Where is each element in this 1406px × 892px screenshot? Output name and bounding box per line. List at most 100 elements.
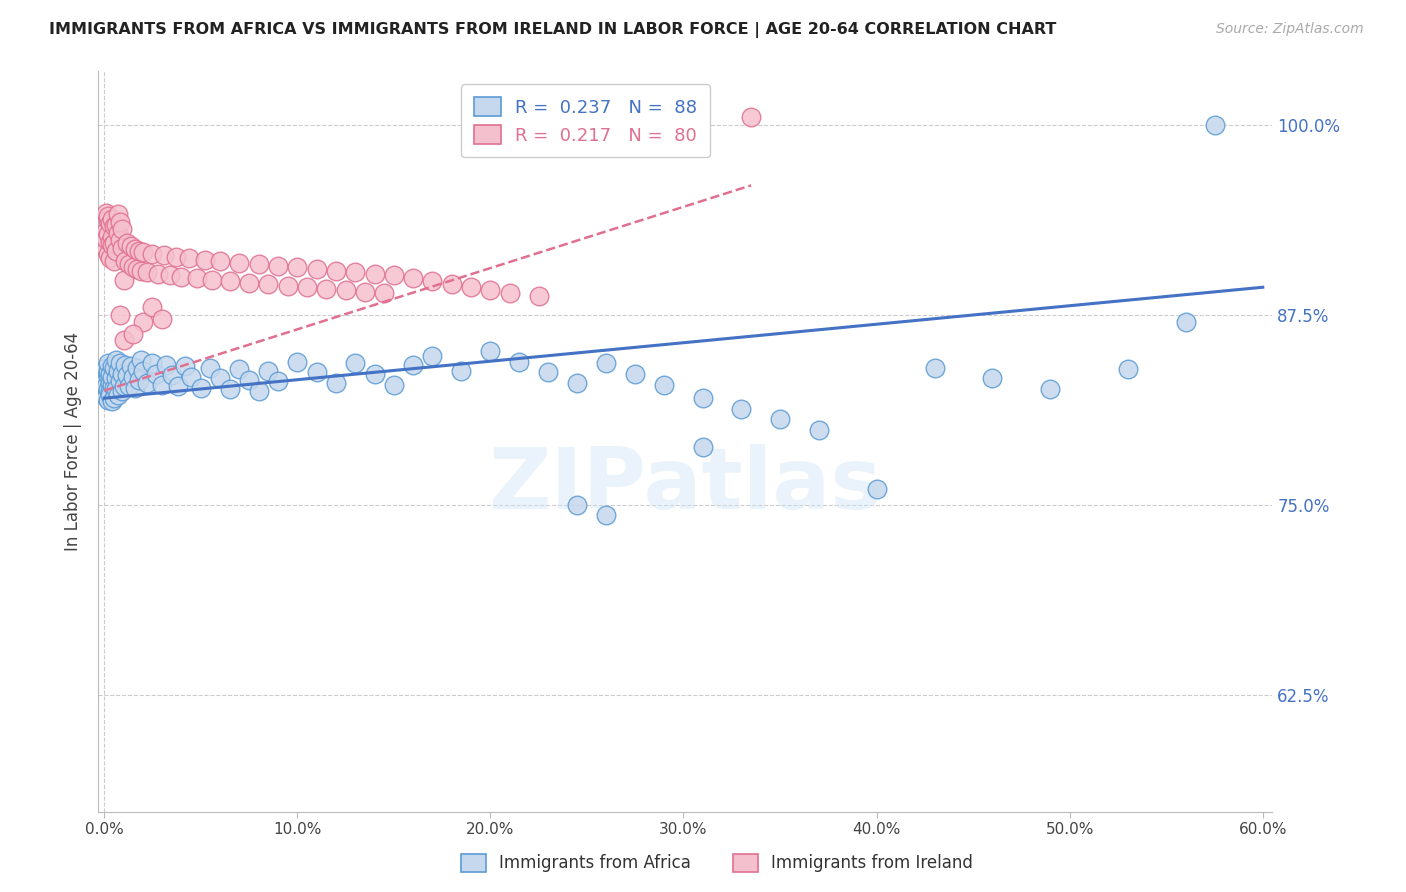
Point [194,252,217,267]
Point [179,252,201,266]
Point [170,269,193,284]
Point [98,235,121,249]
Point [103,236,125,251]
Point [94,206,117,220]
Point [344,265,367,279]
Point [692,440,714,454]
Point [112,379,135,393]
Point [132,364,155,378]
Point [101,394,124,409]
Point [1116,362,1139,376]
Point [125,262,148,277]
Point [267,259,290,273]
Point [174,359,197,374]
Point [325,263,347,277]
Point [117,368,139,383]
Point [363,267,385,281]
Point [335,283,357,297]
Point [124,380,146,394]
Point [652,377,675,392]
Point [201,272,224,286]
Point [112,272,135,286]
Point [981,371,1004,385]
Point [98,367,121,381]
Point [132,315,155,329]
Point [104,244,127,258]
Point [295,280,318,294]
Point [94,231,117,245]
Text: IMMIGRANTS FROM AFRICA VS IMMIGRANTS FROM IRELAND IN LABOR FORCE | AGE 20-64 COR: IMMIGRANTS FROM AFRICA VS IMMIGRANTS FRO… [49,22,1056,38]
Point [129,353,152,368]
Point [108,356,131,370]
Point [101,359,124,374]
Point [135,376,157,390]
Point [94,373,117,387]
Point [101,370,124,384]
Text: ZIPatlas: ZIPatlas [488,444,883,527]
Point [112,334,135,348]
Point [924,360,946,375]
Point [94,224,117,238]
Point [153,248,176,262]
Point [103,360,125,375]
Point [110,384,132,398]
Point [1204,118,1226,132]
Point [422,274,444,288]
Point [110,367,132,381]
Point [103,219,125,234]
Point [94,360,117,375]
Point [128,244,150,258]
Point [315,282,337,296]
Point [103,254,125,268]
Point [537,365,560,379]
Point [101,237,124,252]
Point [110,222,132,236]
Point [373,286,395,301]
Point [595,508,617,523]
Point [107,388,129,402]
Point [98,384,121,398]
Point [145,367,167,381]
Point [508,355,530,369]
Point [160,368,183,383]
Point [122,260,145,275]
Point [141,356,163,370]
Point [354,285,377,299]
Point [166,379,188,393]
Point [730,401,752,416]
Point [344,356,367,370]
Point [155,358,177,372]
Point [402,358,425,372]
Point [104,218,127,232]
Point [190,380,212,394]
Point [132,245,155,260]
Point [98,252,121,266]
Point [180,370,202,384]
Point [107,226,129,240]
Point [94,390,117,404]
Point [135,265,157,279]
Point [110,241,132,255]
Y-axis label: In Labor Force | Age 20-64: In Labor Force | Age 20-64 [63,332,82,551]
Point [218,382,240,396]
Point [118,379,141,393]
Point [285,355,308,369]
Point [567,498,589,512]
Point [108,233,131,247]
Point [257,364,280,378]
Point [94,242,117,256]
Point [479,283,502,297]
Point [402,271,425,285]
Point [238,373,260,387]
Point [97,356,120,370]
Point [97,247,120,261]
Point [104,353,127,368]
Point [98,376,121,390]
Legend: R =  0.237   N =  88, R =  0.217   N =  80: R = 0.237 N = 88, R = 0.217 N = 80 [461,84,710,157]
Point [117,236,139,251]
Point [740,110,762,124]
Point [209,371,232,385]
Point [108,375,131,389]
Point [125,360,148,375]
Point [104,382,127,396]
